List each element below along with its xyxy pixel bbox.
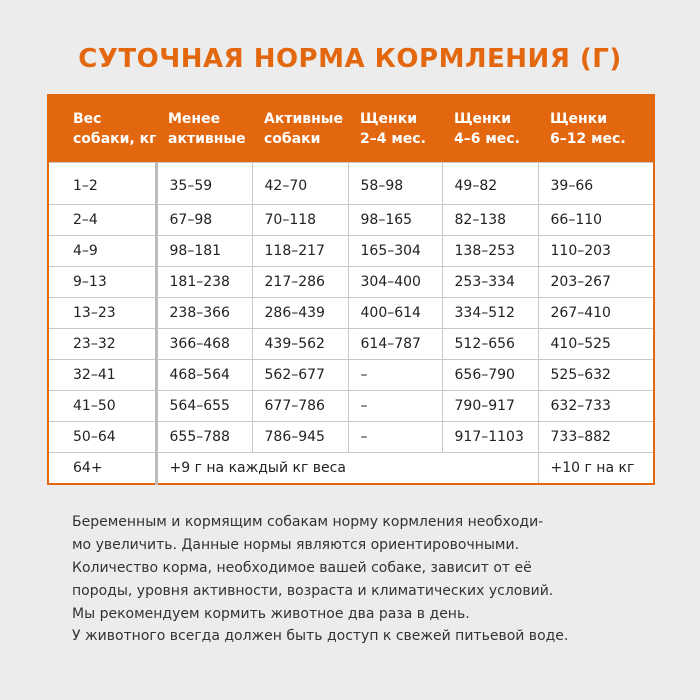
table-cell: 253–334: [441, 266, 539, 298]
table-cell: 49–82: [441, 162, 539, 205]
text-line: Беременным и кормящим собакам норму корм…: [72, 514, 544, 530]
header-cell: Щенки 2–4 мес.: [348, 95, 442, 163]
table-cell: 468–564: [155, 359, 253, 391]
text-line: У животного всегда должен быть доступ к …: [72, 628, 569, 644]
table-cell: 98–165: [347, 204, 443, 236]
paragraph: У животного всегда должен быть доступ к …: [72, 625, 568, 648]
header-line: Вес: [73, 111, 102, 127]
header-line: активные: [168, 131, 246, 147]
header-line: Менее: [168, 111, 221, 127]
table-row: 50–64 655–788 786–945–917–1103 733–882: [47, 421, 655, 453]
table-cell: 439–562: [251, 328, 349, 360]
feeding-table: Вес собаки, кг Менее активные Активные собаки…: [47, 94, 655, 485]
table-cell: 35–59: [155, 162, 253, 205]
header-row: Вес собаки, кг Менее активные Активные собаки…: [48, 95, 654, 163]
table-cell: 2–4: [47, 204, 158, 236]
table-cell: 13–23: [47, 297, 158, 329]
header-line: 2–4 мес.: [360, 131, 426, 147]
table-cell: 304–400: [347, 266, 443, 298]
header-line: 6–12 мес.: [550, 131, 626, 147]
table-cell: 564–655: [155, 390, 253, 422]
table-row: 13–23 238–366 286–439 400–614 334–512 267–410: [47, 297, 655, 329]
table-cell: 238–366: [155, 297, 253, 329]
table-cell: 50–64: [47, 421, 158, 453]
table-cell: 614–787: [347, 328, 443, 360]
header-cell: Менее активные: [156, 95, 252, 163]
text-line: Мы рекомендуем кормить животное два раза…: [72, 606, 470, 622]
table-cell: 39–66: [537, 162, 655, 205]
table-cell: 217–286: [251, 266, 349, 298]
table-cell: 632–733: [537, 390, 655, 422]
table-cell: 82–138: [441, 204, 539, 236]
header-line: Щенки: [454, 111, 512, 127]
table-cell: +10 г на кг: [537, 452, 655, 485]
table-cell: 58–98: [347, 162, 443, 205]
table-cell: 23–32: [47, 328, 158, 360]
table-cell: 366–468: [155, 328, 253, 360]
header-cell: Щенки 6–12 мес.: [538, 95, 654, 163]
header-cell: Вес собаки, кг: [48, 95, 156, 163]
table-cell: –: [347, 359, 443, 391]
table-cell: –: [347, 390, 443, 422]
table-cell: 286–439: [251, 297, 349, 329]
table-cell: 181–238: [155, 266, 253, 298]
text-line: Количество корма, необходимое вашей соба…: [72, 560, 532, 576]
table-row: 9–13 181–238 217–286 304–400 253–334 203–267: [47, 266, 655, 298]
table-cell: 790–917: [441, 390, 539, 422]
table-cell: 66–110: [537, 204, 655, 236]
table-cell: –: [347, 421, 443, 453]
table-cell: 165–304: [347, 235, 443, 267]
table-row: 1–2 35–59 42–70 58–98 49–82 39–66: [47, 162, 655, 205]
header-line: Активные: [264, 111, 343, 127]
table-row: 4–9 98–181 118–217 165–304 138–253 110–203: [47, 235, 655, 267]
header-cell: Активные собаки: [252, 95, 348, 163]
header-line: Щенки: [550, 111, 608, 127]
table-cell: 656–790: [441, 359, 539, 391]
table-cell: 67–98: [155, 204, 253, 236]
table-cell: 70–118: [251, 204, 349, 236]
table-cell: 203–267: [537, 266, 655, 298]
table-row: 41–50 564–655 677–786–790–917 632–733: [47, 390, 655, 422]
title: СУТОЧНАЯ НОРМА КОРМЛЕНИЯ (Г): [78, 44, 622, 74]
table-cell: 32–41: [47, 359, 158, 391]
table-cell: 110–203: [537, 235, 655, 267]
header-line: Щенки: [360, 111, 418, 127]
table-row: 2–4 67–98 70–118 98–165 82–138 66–110: [47, 204, 655, 236]
header-line: собаки, кг: [73, 131, 157, 147]
table-cell: 655–788: [155, 421, 253, 453]
table-row: 64+ +9 г на каждый кг веса +10 г на кг: [47, 452, 655, 485]
table-cell: 562–677: [251, 359, 349, 391]
table-cell: 138–253: [441, 235, 539, 267]
table-cell: 786–945: [251, 421, 349, 453]
table-cell: 64+: [47, 452, 158, 485]
table-cell: 42–70: [251, 162, 349, 205]
text-line: породы, уровня активности, возраста и кл…: [72, 583, 554, 599]
table-cell: 41–50: [47, 390, 158, 422]
table-row: 32–41 468–564 562–677–656–790 525–632: [47, 359, 655, 391]
table-cell: 733–882: [537, 421, 655, 453]
paragraph: Беременным и кормящим собакам норму корм…: [72, 511, 553, 626]
table-cell: 410–525: [537, 328, 655, 360]
header-line: собаки: [264, 131, 321, 147]
table-cell: 525–632: [537, 359, 655, 391]
header-cell: Щенки 4–6 мес.: [442, 95, 538, 163]
table-cell: 4–9: [47, 235, 158, 267]
table-cell: 400–614: [347, 297, 443, 329]
table-row: 23–32 366–468 439–562 614–787 512–656 410–525: [47, 328, 655, 360]
table-cell: 334–512: [441, 297, 539, 329]
table-cell: 917–1103: [441, 421, 539, 453]
table-cell: 512–656: [441, 328, 539, 360]
text-line: мо увеличить. Данные нормы являются орие…: [72, 537, 520, 553]
table-cell: 118–217: [251, 235, 349, 267]
table-cell: +9 г на каждый кг веса: [155, 452, 539, 485]
table-cell: 267–410: [537, 297, 655, 329]
table-cell: 98–181: [155, 235, 253, 267]
table-cell: 9–13: [47, 266, 158, 298]
table-cell: 1–2: [47, 162, 158, 205]
header-line: 4–6 мес.: [454, 131, 520, 147]
table-cell: 677–786: [251, 390, 349, 422]
